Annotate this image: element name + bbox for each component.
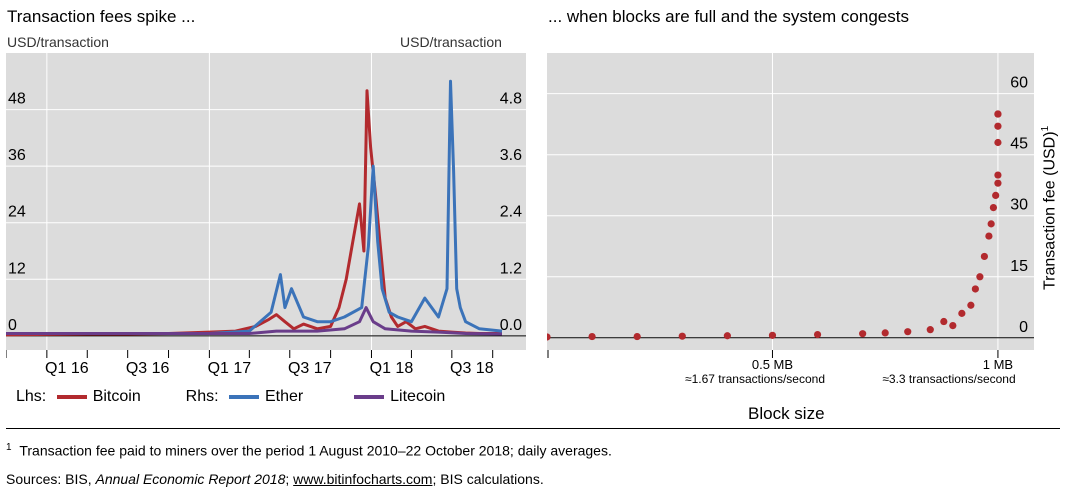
scatter-point [994,171,1002,179]
left-x-tick-label: Q3 18 [450,360,494,377]
right-y-tick-label: 4.8 [500,91,522,108]
left-y-tick-label: 24 [8,204,26,221]
right-y-tick-label: 2.4 [500,204,522,221]
right-y-tick-label: 60 [1010,75,1028,92]
right-axis-unit: USD/transaction [400,34,502,50]
left-y-tick-label: 48 [8,91,26,108]
scatter-point [994,110,1002,118]
scatter-point [588,332,596,341]
left-line-chart: 0 12 24 36 48 0.0 1.2 2.4 3.6 4.8 Q1 16 Q3 16 Q1 17 Q… [6,53,526,377]
legend-litecoin-label: Litecoin [390,388,446,405]
scatter-point [926,326,934,334]
left-x-tick-label: Q3 17 [288,360,332,377]
sources-sep: ; [285,471,294,487]
scatter-point [723,332,731,340]
left-y-tick-label: 0 [8,317,17,334]
scatter-point [980,252,988,261]
scatter-point [985,232,993,240]
scatter-point [989,204,998,212]
scatter-point [904,328,912,336]
scatter-point [994,122,1002,130]
right-y-tick-label: 0 [1019,319,1028,336]
scatter-point [987,220,995,228]
series-line-litecoin [6,306,503,336]
scatter-point [967,301,975,309]
legend-ether-label: Ether [265,388,304,405]
scatter-point [678,332,686,340]
scatter-point [633,332,641,341]
right-y-axis-label: Transaction fee (USD)1 [1040,126,1066,290]
scatter-point [813,330,822,339]
sources: Sources: BIS, Annual Economic Report 201… [6,471,544,487]
legend-ether-swatch [229,394,259,399]
footnote-divider [6,428,1060,429]
left-chart-title: Transaction fees spike ... [7,7,196,26]
scatter-point [994,179,1002,187]
sources-suffix: ; BIS calculations. [432,471,544,487]
right-x-axis-label: Block size [748,404,825,423]
right-y-tick-label: 15 [1010,258,1028,275]
footnote-marker: 1 [6,442,12,453]
legend-bitcoin-label: Bitcoin [92,388,141,405]
right-plot-area [547,53,1034,350]
legend-litecoin-swatch [354,394,385,399]
right-scatter-chart: 0 15 30 45 60 0.5 MB 1 MB [547,53,1034,372]
scatter-point [859,330,867,338]
left-y-tick-label: 12 [8,260,26,277]
scatter-point [547,333,551,341]
right-x-tick-sublabel: ≈1.67 transactions/second [684,372,825,386]
right-x-tick-sublabel: ≈3.3 transactions/second [882,372,1016,386]
series-line-ether [6,79,503,335]
scatter-point [994,138,1002,147]
sources-link[interactable]: www.bitinfocharts.com [293,471,433,487]
footnote-text: Transaction fee paid to miners over the … [19,442,612,459]
left-x-tick-label: Q1 17 [208,360,252,377]
left-axis-unit: USD/transaction [7,34,109,50]
right-y-axis-label-sup: 1 [1040,125,1051,132]
scatter-point [949,321,957,330]
scatter-point [992,191,1000,199]
right-y-tick-label: 30 [1010,197,1028,214]
legend-bitcoin-swatch [56,394,87,399]
right-y-tick-label: 45 [1010,136,1028,153]
right-y-axis-label-text: Transaction fee (USD) [1041,131,1059,290]
sources-report: Annual Economic Report 2018 [95,471,286,487]
right-x-tick-label: 0.5 MB [752,357,793,372]
left-plot-area [6,53,526,350]
legend-lhs-label: Lhs: [16,388,47,405]
left-x-tick-label: Q1 16 [45,360,89,377]
scatter-point [958,309,966,317]
scatter-point [881,329,889,337]
scatter-point [976,273,984,281]
legend-rhs-label: Rhs: [185,388,219,405]
scatter-point [971,285,979,293]
left-y-tick-label: 36 [8,147,26,164]
scatter-point [940,317,948,326]
left-x-tick-label: Q1 18 [370,360,414,377]
right-x-tick-label: 1 MB [983,357,1013,372]
footnote: 1 Transaction fee paid to miners over th… [6,442,612,459]
sources-prefix: Sources: BIS, [6,471,96,487]
right-y-tick-label: 1.2 [500,260,522,277]
legend: Lhs: Bitcoin Rhs: Ether Litecoin [16,388,445,406]
left-x-tick-label: Q3 16 [126,360,170,377]
scatter-point [768,331,777,339]
right-y-tick-label: 0.0 [500,317,522,334]
right-y-tick-label: 3.6 [500,147,522,164]
right-chart-title: ... when blocks are full and the system … [548,7,909,26]
